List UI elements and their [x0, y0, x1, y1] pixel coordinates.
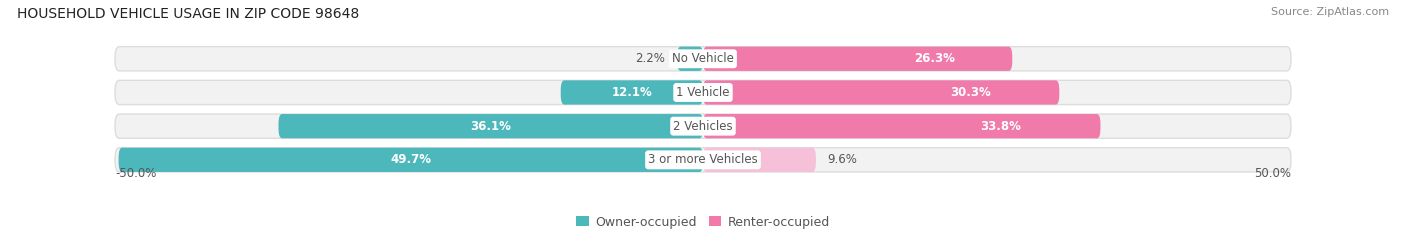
FancyBboxPatch shape [678, 47, 703, 71]
FancyBboxPatch shape [703, 148, 815, 172]
Text: 1 Vehicle: 1 Vehicle [676, 86, 730, 99]
Text: No Vehicle: No Vehicle [672, 52, 734, 65]
FancyBboxPatch shape [118, 148, 703, 172]
FancyBboxPatch shape [703, 47, 1012, 71]
Legend: Owner-occupied, Renter-occupied: Owner-occupied, Renter-occupied [576, 216, 830, 229]
Text: 2 Vehicles: 2 Vehicles [673, 120, 733, 133]
Text: 12.1%: 12.1% [612, 86, 652, 99]
FancyBboxPatch shape [115, 80, 1291, 105]
Text: 33.8%: 33.8% [980, 120, 1022, 133]
Text: -50.0%: -50.0% [115, 167, 156, 180]
FancyBboxPatch shape [115, 114, 1291, 138]
FancyBboxPatch shape [561, 80, 703, 105]
Text: 36.1%: 36.1% [471, 120, 512, 133]
FancyBboxPatch shape [115, 47, 1291, 71]
FancyBboxPatch shape [703, 114, 1101, 138]
Text: Source: ZipAtlas.com: Source: ZipAtlas.com [1271, 7, 1389, 17]
FancyBboxPatch shape [115, 148, 1291, 172]
FancyBboxPatch shape [703, 80, 1059, 105]
Text: HOUSEHOLD VEHICLE USAGE IN ZIP CODE 98648: HOUSEHOLD VEHICLE USAGE IN ZIP CODE 9864… [17, 7, 359, 21]
Text: 3 or more Vehicles: 3 or more Vehicles [648, 153, 758, 166]
Text: 30.3%: 30.3% [950, 86, 991, 99]
Text: 9.6%: 9.6% [828, 153, 858, 166]
Text: 2.2%: 2.2% [636, 52, 665, 65]
Text: 26.3%: 26.3% [914, 52, 956, 65]
FancyBboxPatch shape [278, 114, 703, 138]
Text: 49.7%: 49.7% [391, 153, 432, 166]
Text: 50.0%: 50.0% [1254, 167, 1291, 180]
